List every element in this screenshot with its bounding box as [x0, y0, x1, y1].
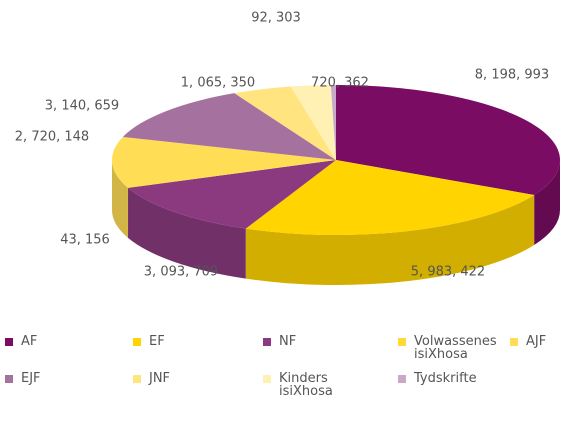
- slice: [128, 160, 336, 229]
- slice: [234, 86, 336, 160]
- legend-label: AJF: [526, 334, 547, 349]
- slice: [245, 160, 535, 235]
- slice-side: [534, 160, 560, 245]
- legend-item: Tydskrifte: [398, 372, 494, 385]
- value-label: 2, 720, 148: [15, 130, 89, 145]
- legend-item: AF: [5, 335, 101, 348]
- legend-label: EF: [149, 334, 165, 349]
- legend-item: JNF: [133, 372, 229, 385]
- slice-side: [112, 160, 128, 238]
- legend-swatch: [398, 338, 406, 346]
- legend-label: NF: [279, 334, 297, 349]
- slice: [127, 160, 337, 188]
- legend-label: JNF: [149, 371, 171, 386]
- value-label: 3, 093, 709: [144, 265, 218, 280]
- legend-item: NF: [263, 335, 359, 348]
- legend-swatch: [398, 375, 406, 383]
- value-label: 1, 065, 350: [181, 76, 255, 91]
- legend-swatch: [263, 338, 271, 346]
- value-label: 5, 983, 422: [411, 265, 485, 280]
- slice-side: [128, 187, 246, 279]
- legend-label: Kinders isiXhosa: [279, 371, 333, 399]
- value-label: 720, 362: [311, 76, 369, 91]
- legend-item: AJF: [510, 335, 578, 348]
- value-label: 43, 156: [60, 233, 110, 248]
- legend-swatch: [510, 338, 518, 346]
- legend-swatch: [5, 375, 13, 383]
- sides: [112, 160, 560, 285]
- chart: 8, 198, 993 5, 983, 422 3, 093, 709 43, 156…: [15, 11, 560, 285]
- legend-label: EJF: [21, 371, 41, 386]
- legend-item: EJF: [5, 372, 101, 385]
- value-label: 8, 198, 993: [475, 68, 549, 83]
- slice: [111, 136, 336, 188]
- legend-swatch: [263, 375, 271, 383]
- value-label: 92, 303: [251, 11, 301, 26]
- slice: [330, 85, 336, 160]
- slice-side: [127, 187, 129, 238]
- legend-item: EF: [133, 335, 229, 348]
- legend-item: Volwassenes isiXhosa: [398, 334, 497, 362]
- value-label: 3, 140, 659: [45, 99, 119, 114]
- legend-label: AF: [21, 334, 38, 349]
- legend-swatch: [133, 338, 141, 346]
- legend-swatch: [133, 375, 141, 383]
- legend-item: Kinders isiXhosa: [263, 372, 359, 398]
- legend-label: Volwassenes isiXhosa: [414, 334, 497, 362]
- slice: [290, 85, 336, 160]
- slice-side: [245, 194, 535, 285]
- legend-swatch: [5, 338, 13, 346]
- slice: [122, 93, 336, 160]
- slice: [336, 85, 560, 195]
- legend-label: Tydskrifte: [414, 371, 477, 386]
